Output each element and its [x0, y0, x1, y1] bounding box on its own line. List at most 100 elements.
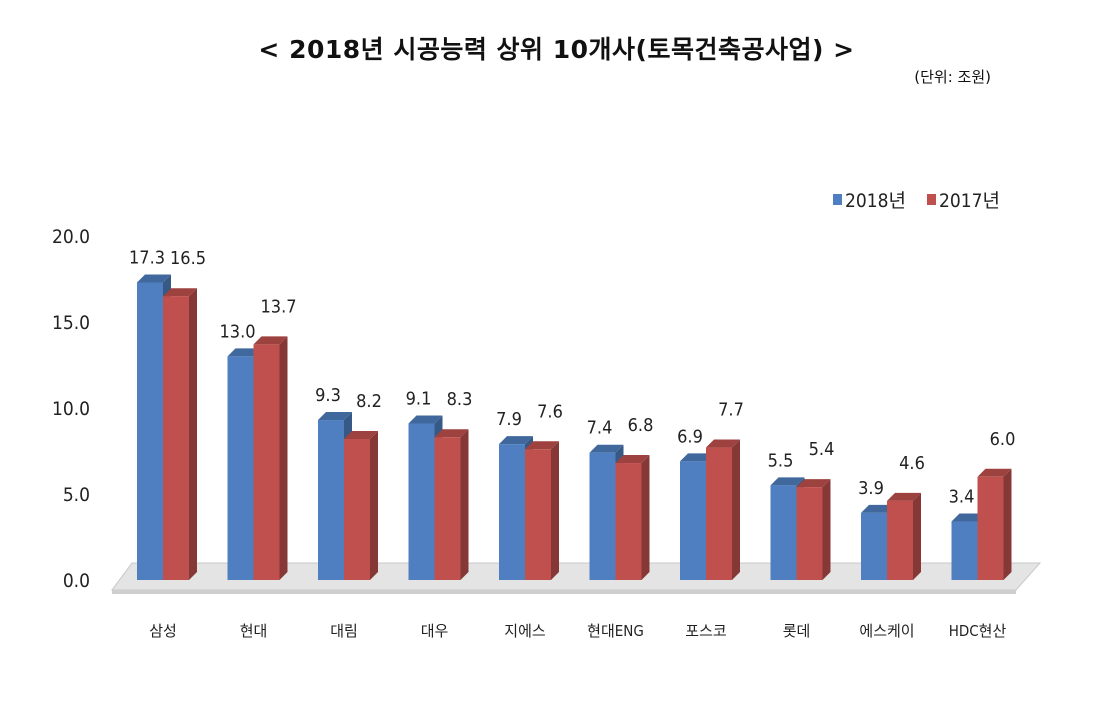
bar-side — [1003, 468, 1012, 580]
bar-2017년-현대 — [253, 336, 288, 580]
bar-front — [253, 344, 280, 580]
bar-top — [977, 468, 1012, 477]
x-tick-label: 포스코 — [685, 622, 726, 640]
bar-side — [913, 492, 921, 580]
bar-top — [951, 513, 986, 522]
bar-side — [551, 441, 559, 580]
bar-top — [706, 439, 740, 448]
floor-edge — [112, 590, 1016, 594]
data-label: 13.0 — [219, 321, 255, 342]
bar-front — [163, 296, 189, 580]
bar-top — [887, 492, 921, 501]
bar-front — [227, 356, 254, 580]
bar-top — [344, 430, 378, 439]
x-tick-label: 현대 — [240, 622, 268, 640]
bar-top — [227, 348, 262, 357]
data-label: 5.5 — [768, 450, 794, 471]
legend: 2018년 2017년 — [833, 190, 1000, 212]
x-tick-label: 대림 — [330, 622, 358, 640]
bar-front — [499, 444, 525, 580]
data-label: 3.9 — [858, 478, 884, 499]
y-tick-label: 5.0 — [63, 484, 90, 506]
data-label: 7.4 — [587, 418, 613, 439]
bar-top — [137, 274, 171, 283]
data-labels: 17.3 16.5 13.013.7 9.3 8.2 9.1 8.3 7.9 7.6 7.4 6.8… — [129, 247, 1015, 507]
data-label: 6.9 — [677, 426, 703, 447]
bar-front — [589, 452, 616, 580]
unit-label: (단위: 조원) — [914, 68, 991, 86]
data-label: 5.4 — [809, 439, 835, 460]
data-label: 8.3 — [447, 389, 473, 410]
data-label: 3.4 — [949, 487, 975, 508]
data-label: 9.1 — [406, 388, 432, 409]
bar-front — [137, 282, 163, 580]
legend-swatch — [927, 194, 936, 205]
legend-label: 2018년 — [845, 190, 906, 212]
bar-2017년-삼성 — [163, 288, 197, 580]
x-tick-label: 지에스 — [504, 622, 546, 640]
bar-side — [189, 288, 197, 580]
bar-top — [680, 453, 714, 462]
bar-2017년-대우 — [434, 429, 469, 580]
bar-top — [318, 412, 352, 421]
y-tick-label: 0.0 — [63, 570, 90, 592]
bar-top — [861, 504, 895, 513]
bar-side — [641, 455, 650, 580]
bar-2017년-현대ENG — [615, 455, 650, 580]
x-axis: 삼성 현대 대림 대우 지에스 현대ENG 포스코 롯데 에스케이 HDC현산 — [149, 622, 1006, 640]
data-label: 13.7 — [260, 296, 296, 317]
legend-label: 2017년 — [939, 190, 1000, 212]
bar-side — [822, 479, 831, 580]
bar-side — [279, 336, 288, 580]
bar-front — [680, 461, 706, 580]
bar-front — [770, 485, 797, 580]
data-label: 8.2 — [356, 391, 382, 412]
data-label: 9.3 — [315, 385, 341, 406]
bar-front — [951, 521, 978, 580]
x-tick-label: HDC현산 — [949, 622, 1007, 640]
bar-marks — [137, 274, 1012, 580]
bar-2017년-지에스 — [525, 441, 559, 580]
y-tick-label: 15.0 — [52, 312, 90, 334]
legend-swatch — [833, 194, 842, 205]
data-label: 7.6 — [537, 401, 563, 422]
bar-2017년-롯데 — [796, 479, 831, 580]
bar-2017년-포스코 — [706, 439, 740, 580]
x-tick-label: 삼성 — [149, 622, 177, 640]
data-label: 7.9 — [496, 409, 522, 430]
bar-2017년-HDC현산 — [977, 468, 1012, 580]
bar-top — [615, 455, 650, 464]
x-tick-label: 대우 — [421, 622, 449, 640]
bar-front — [434, 437, 461, 580]
data-label: 16.5 — [170, 248, 206, 269]
bar-top — [253, 336, 288, 345]
bar-side — [732, 439, 740, 580]
y-axis: 0.0 5.0 10.0 15.0 20.0 — [52, 226, 90, 592]
bar-top — [770, 477, 805, 486]
bar-front — [861, 512, 887, 580]
bar-top — [796, 479, 831, 488]
chart-title: < 2018년 시공능력 상위 10개사(토목건축공사업) > — [258, 35, 855, 64]
data-label: 7.7 — [718, 400, 744, 421]
x-tick-label: 현대ENG — [587, 622, 644, 640]
bar-side — [370, 430, 378, 580]
bar-top — [525, 441, 559, 450]
y-tick-label: 10.0 — [52, 398, 90, 420]
bar-2017년-대림 — [344, 430, 378, 580]
y-tick-label: 20.0 — [52, 226, 90, 248]
bar-top — [408, 415, 443, 424]
bar-top — [589, 444, 624, 453]
bar-front — [977, 476, 1004, 580]
bar-front — [615, 463, 642, 580]
x-tick-label: 롯데 — [783, 622, 811, 640]
bar-front — [796, 487, 823, 580]
bar-top — [434, 429, 469, 438]
bar-front — [525, 449, 551, 580]
bar-top — [163, 288, 197, 297]
data-label: 6.8 — [628, 415, 654, 436]
bar-front — [408, 423, 435, 580]
data-label: 4.6 — [899, 453, 925, 474]
x-tick-label: 에스케이 — [859, 622, 914, 640]
bar-2017년-에스케이 — [887, 492, 921, 580]
